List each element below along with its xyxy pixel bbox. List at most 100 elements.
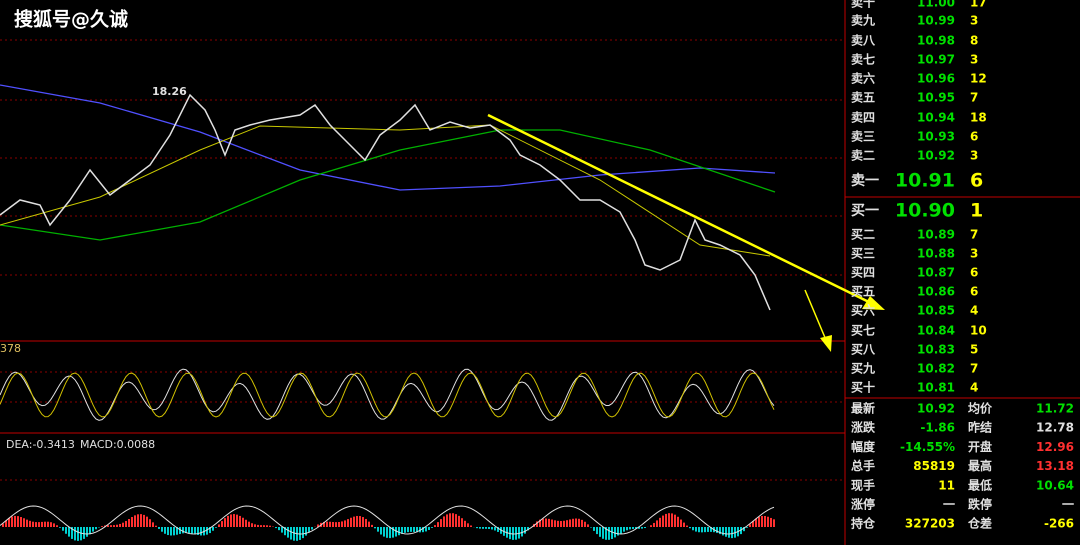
book-label: 买一 — [851, 203, 879, 219]
stat-label: 总手 — [851, 458, 875, 473]
book-volume: 10 — [970, 324, 987, 338]
book-volume: 17 — [970, 0, 987, 10]
trend-arrow — [804, 289, 827, 341]
book-price: 10.85 — [917, 304, 955, 318]
stat-label: 持仓 — [851, 516, 876, 531]
book-price: 10.83 — [917, 343, 955, 357]
stat-label: 现手 — [851, 477, 875, 492]
book-label: 买八 — [851, 343, 876, 357]
macd-line — [0, 505, 775, 535]
book-price: 10.90 — [895, 200, 955, 222]
book-volume: 7 — [970, 91, 978, 105]
book-volume: 7 — [970, 362, 978, 376]
stat-value: 327203 — [905, 517, 955, 531]
trend-line — [487, 113, 876, 307]
stat-label: 幅度 — [851, 439, 876, 454]
macd — [0, 505, 775, 541]
stat-label: 最低 — [968, 477, 992, 492]
book-label: 买十 — [851, 380, 875, 395]
book-label: 买五 — [851, 285, 875, 299]
book-volume: 5 — [970, 343, 978, 357]
book-label: 买三 — [851, 247, 875, 261]
ma-green — [0, 129, 776, 241]
ma-yellow — [0, 124, 771, 257]
stat-value: 一 — [943, 498, 955, 512]
book-price: 10.81 — [917, 381, 955, 395]
grid — [0, 39, 845, 481]
book-volume: 1 — [970, 200, 983, 222]
book-price: 10.97 — [917, 53, 955, 67]
stat-label: 最高 — [968, 458, 992, 473]
stat-value: -266 — [1044, 517, 1074, 531]
book-volume: 12 — [970, 72, 987, 86]
book-volume: 4 — [970, 381, 978, 395]
stat-label: 最新 — [851, 401, 875, 416]
book-label: 买二 — [851, 228, 875, 242]
book-price: 10.98 — [917, 34, 955, 48]
book-price: 10.89 — [917, 228, 955, 242]
book-volume: 3 — [970, 53, 978, 67]
book-label: 卖四 — [851, 110, 875, 125]
book-label: 卖三 — [851, 129, 875, 144]
book-price: 10.95 — [917, 91, 955, 105]
book-volume: 4 — [970, 304, 978, 318]
book-label: 卖六 — [851, 71, 875, 86]
stat-value: -14.55% — [900, 440, 955, 454]
book-volume: 3 — [970, 14, 978, 28]
book-price: 10.86 — [917, 285, 955, 299]
book-volume: 3 — [970, 149, 978, 163]
book-label: 买七 — [851, 324, 875, 338]
ma-blue — [0, 84, 776, 191]
osc-line — [0, 372, 775, 418]
dea-label: DEA:-0.3413 — [6, 438, 75, 451]
book-price: 10.94 — [917, 111, 955, 125]
book-label: 卖七 — [851, 52, 875, 67]
price-line — [0, 93, 771, 311]
book-price: 10.92 — [917, 149, 955, 163]
macd-label: MACD:0.0088 — [80, 438, 155, 451]
stat-label: 昨结 — [968, 420, 992, 435]
stat-value: 11.72 — [1036, 402, 1074, 416]
osc-line — [0, 368, 775, 421]
book-price: 10.84 — [917, 324, 955, 338]
book-volume: 18 — [970, 111, 987, 125]
osc-label: 378 — [0, 342, 21, 355]
book-label: 买四 — [851, 266, 875, 280]
oscillator — [0, 368, 775, 421]
book-price: 11.00 — [917, 0, 955, 10]
stat-label: 涨跌 — [851, 420, 876, 435]
stat-value: 85819 — [913, 459, 955, 473]
book-label: 买六 — [851, 303, 875, 318]
book-label: 卖八 — [851, 33, 876, 48]
book-price: 10.96 — [917, 72, 955, 86]
stat-value: 11 — [938, 478, 955, 492]
book-price: 10.91 — [895, 170, 955, 192]
stat-value: -1.86 — [920, 421, 955, 435]
high-label: 18.26 — [152, 85, 187, 98]
book-price: 10.82 — [917, 362, 955, 376]
book-volume: 6 — [970, 266, 978, 280]
book-volume: 7 — [970, 228, 978, 242]
book-label: 买九 — [851, 361, 875, 376]
book-volume: 3 — [970, 247, 978, 261]
book-volume: 6 — [970, 285, 978, 299]
book-price: 10.87 — [917, 266, 955, 280]
book-label: 卖一 — [851, 172, 879, 189]
stat-label: 开盘 — [968, 439, 992, 454]
stat-value: 一 — [1062, 498, 1074, 512]
book-label: 卖十 — [851, 0, 875, 10]
watermark: 搜狐号@久诚 — [14, 8, 128, 31]
book-volume: 8 — [970, 34, 978, 48]
stat-value: 10.64 — [1036, 478, 1074, 492]
stat-label: 仓差 — [967, 516, 992, 531]
stat-label: 涨停 — [851, 497, 875, 512]
book-label: 卖五 — [851, 90, 875, 105]
book-label: 卖九 — [851, 13, 875, 28]
stat-value: 12.96 — [1036, 440, 1074, 454]
book-label: 卖二 — [851, 148, 875, 163]
arrow-head — [862, 296, 885, 310]
book-price: 10.93 — [917, 130, 955, 144]
book-volume: 6 — [970, 170, 983, 192]
book-price: 10.99 — [917, 14, 955, 28]
